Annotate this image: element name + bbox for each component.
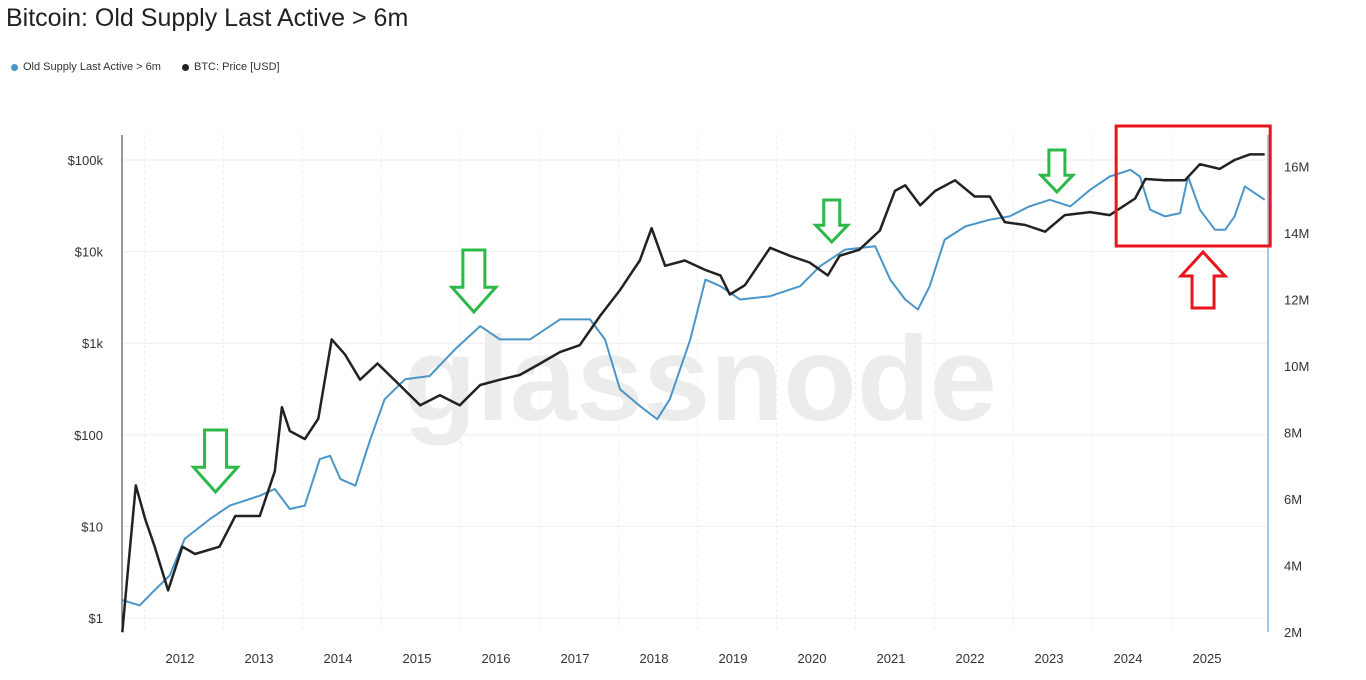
y-right-tick-label: 8M [1284, 426, 1302, 441]
red-up-arrow-icon [1177, 249, 1229, 310]
x-tick-label: 2020 [798, 651, 827, 666]
legend-item-supply[interactable]: Old Supply Last Active > 6m [11, 61, 161, 73]
y-left-tick-label: $1k [82, 336, 103, 351]
chart-title: Bitcoin: Old Supply Last Active > 6m [6, 4, 409, 32]
x-tick-label: 2015 [403, 651, 432, 666]
x-tick-label: 2016 [482, 651, 511, 666]
y-left-tick-label: $100k [68, 153, 104, 168]
y-right-tick-label: 4M [1284, 559, 1302, 574]
y-right-tick-label: 2M [1284, 625, 1302, 640]
legend-dot-icon [182, 63, 189, 71]
x-tick-label: 2012 [166, 651, 195, 666]
green-down-arrow-icon [190, 428, 241, 495]
y-left-tick-label: $10k [75, 245, 104, 260]
y-left-tick-label: $10 [81, 519, 103, 534]
x-tick-label: 2023 [1035, 651, 1064, 666]
watermark: glassnode [403, 312, 997, 446]
y-left-tick-label: $100 [74, 428, 103, 443]
x-tick-label: 2021 [877, 651, 906, 666]
highlight-box [1114, 124, 1272, 248]
supply-line [122, 168, 1266, 607]
y-right-tick-label: 6M [1284, 492, 1302, 507]
x-tick-label: 2022 [956, 651, 985, 666]
legend-dot-icon [11, 63, 18, 71]
y-right-tick-label: 12M [1284, 293, 1309, 308]
legend-item-price[interactable]: BTC: Price [USD] [182, 61, 280, 73]
green-down-arrow-icon [1037, 148, 1077, 195]
y-right-tick-label: 16M [1284, 160, 1309, 175]
green-down-arrow-icon [812, 198, 852, 245]
y-right-tick-label: 10M [1284, 359, 1309, 374]
price-line [121, 153, 1265, 633]
x-tick-label: 2024 [1114, 651, 1143, 666]
legend-label: Old Supply Last Active > 6m [23, 61, 161, 73]
x-tick-label: 2014 [324, 651, 353, 666]
y-left-tick-label: $1 [89, 611, 103, 626]
x-tick-label: 2025 [1193, 651, 1222, 666]
x-tick-label: 2013 [245, 651, 274, 666]
legend-label: BTC: Price [USD] [194, 61, 280, 73]
x-tick-label: 2018 [640, 651, 669, 666]
green-down-arrow-icon [448, 248, 500, 315]
x-tick-label: 2019 [719, 651, 748, 666]
x-tick-label: 2017 [561, 651, 590, 666]
y-right-tick-label: 14M [1284, 226, 1309, 241]
